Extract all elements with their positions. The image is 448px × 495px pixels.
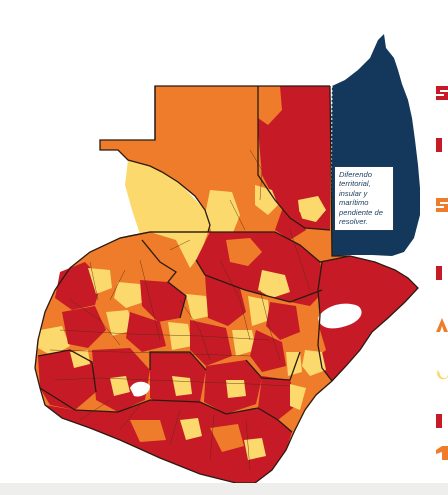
region-alta-verapaz-pocket [226, 238, 262, 266]
heading-fragment-5 [436, 318, 448, 332]
region-highlands-c [140, 280, 186, 322]
region-highlands-e [205, 275, 246, 326]
region-highlands-b [114, 282, 144, 308]
region-highlands-j [106, 310, 134, 336]
lake-atitlan [130, 381, 150, 397]
region-peten-east [258, 86, 330, 230]
region-highlands-n [232, 330, 256, 356]
region-highlands-d [186, 294, 210, 320]
region-peten-southeast [298, 196, 326, 222]
region-coast-d [130, 420, 166, 442]
municipal-boundaries [49, 149, 311, 471]
region-peten-south [275, 210, 306, 240]
region-highlands-h [38, 326, 70, 356]
region-highlands-g [266, 302, 300, 340]
heading-fragment-4 [436, 266, 442, 280]
region-coast [45, 400, 292, 483]
region-coast-b [210, 424, 244, 452]
heading-fragment-3 [436, 198, 448, 212]
region-highlands-o [250, 330, 286, 372]
region-south-i [258, 376, 298, 420]
region-coast-a [180, 418, 202, 440]
heading-fragment-7 [436, 414, 442, 428]
region-highlands-p [286, 352, 302, 376]
region-highlands-a [88, 268, 112, 294]
department-boundaries [34, 85, 419, 484]
bottom-strip [0, 483, 448, 495]
region-south-j [290, 384, 306, 410]
region-izabal [318, 256, 418, 381]
region-highlands-l [168, 322, 192, 350]
heading-fragment-2 [436, 138, 442, 152]
lake-izabal [318, 303, 362, 329]
region-south-h [226, 380, 246, 398]
heading-fragment-6 [437, 370, 448, 380]
heading-fragment-8 [436, 446, 448, 460]
region-south-d [110, 376, 130, 396]
region-baja-verapaz [258, 270, 290, 298]
region-peten-northeast [258, 86, 282, 125]
territorial-dispute-note: Diferendo territorial, insular y marítim… [334, 166, 394, 232]
region-south-b [70, 350, 90, 368]
region-highlands-f [248, 296, 270, 326]
heading-fragment-1 [436, 86, 448, 100]
region-coast-c [244, 438, 266, 460]
region-highlands-k [126, 312, 166, 352]
